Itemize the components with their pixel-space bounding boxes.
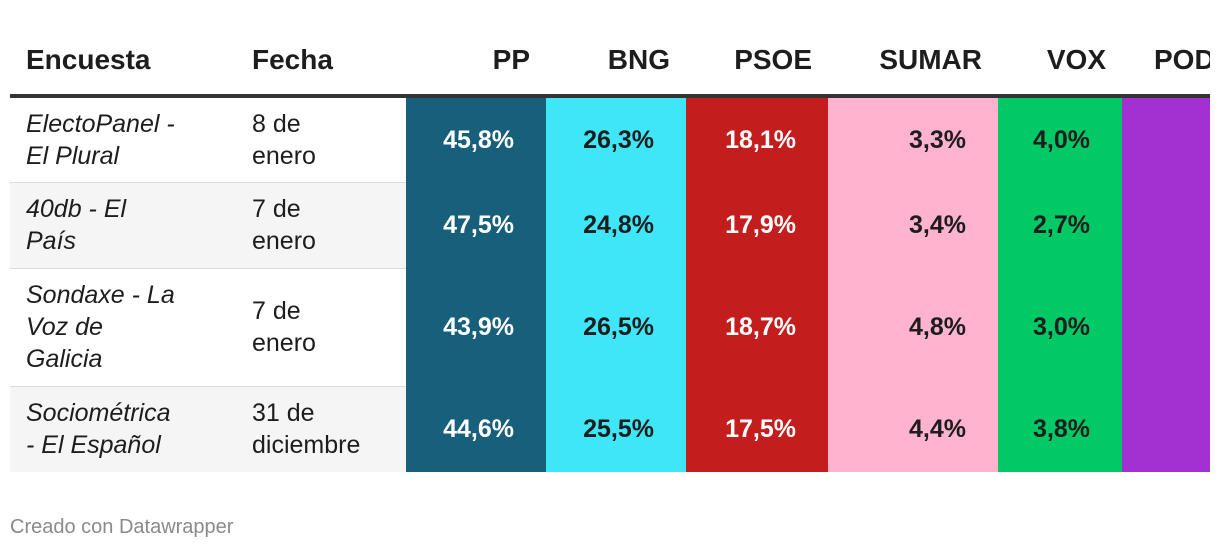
poll-table-wrapper: Encuesta Fecha PP BNG PSOE SUMAR VOX POD…	[10, 26, 1210, 472]
fecha-line: enero	[252, 329, 316, 357]
cell-psoe: 18,1%	[686, 96, 828, 182]
cell-psoe: 17,9%	[686, 182, 828, 268]
header-pod[interactable]: POD	[1122, 26, 1210, 98]
cell-sumar: 4,4%	[828, 386, 998, 472]
cell-sumar: 4,8%	[828, 268, 998, 386]
header-sumar[interactable]: SUMAR	[828, 26, 998, 98]
footer-credit: Creado con Datawrapper	[10, 516, 234, 538]
encuesta-line: Sociométrica	[26, 399, 171, 428]
cell-fecha: 31 de diciembre	[236, 386, 406, 472]
encuesta-line: 40db - El	[26, 195, 127, 223]
encuesta-line: - El Español	[26, 431, 161, 460]
encuesta-line: Sondaxe - La	[26, 281, 175, 309]
cell-pp: 43,9%	[406, 268, 546, 386]
cell-fecha: 8 de enero	[236, 96, 406, 183]
fecha-line: 8 de	[252, 109, 301, 138]
fecha-line: 7 de	[252, 195, 301, 223]
cell-pp: 44,6%	[406, 386, 546, 472]
cell-fecha: 7 de enero	[236, 182, 406, 269]
cell-bng: 24,8%	[546, 182, 686, 268]
header-encuesta[interactable]: Encuesta	[10, 26, 236, 98]
cell-fecha: 7 de enero	[236, 268, 406, 387]
cell-vox: 4,0%	[998, 96, 1122, 182]
cell-psoe: 18,7%	[686, 268, 828, 386]
cell-bng: 25,5%	[546, 386, 686, 472]
cell-vox: 3,8%	[998, 386, 1122, 472]
cell-encuesta: Sociométrica - El Español	[10, 386, 236, 472]
table-row: ElectoPanel - El Plural 8 de enero 45,8% 26,3…	[10, 96, 1210, 183]
table-row: Sociométrica - El Español 31 de diciembre 44…	[10, 386, 1210, 472]
cell-bng: 26,5%	[546, 268, 686, 386]
header-bng[interactable]: BNG	[546, 26, 686, 98]
fecha-line: diciembre	[252, 431, 361, 460]
cell-pod	[1122, 268, 1210, 386]
cell-bng: 26,3%	[546, 96, 686, 182]
cell-psoe: 17,5%	[686, 386, 828, 472]
table-row: 40db - El País 7 de enero 47,5% 24,8% 17,9% 3,4…	[10, 182, 1210, 269]
header-vox[interactable]: VOX	[998, 26, 1122, 98]
cell-sumar: 3,3%	[828, 96, 998, 182]
cell-sumar: 3,4%	[828, 182, 998, 268]
fecha-line: enero	[252, 227, 316, 255]
encuesta-line: ElectoPanel -	[26, 109, 175, 138]
header-psoe[interactable]: PSOE	[686, 26, 828, 98]
encuesta-line: Galicia	[26, 345, 103, 373]
encuesta-line: País	[26, 227, 77, 255]
header-pp[interactable]: PP	[406, 26, 546, 98]
fecha-line: enero	[252, 141, 316, 170]
header-row: Encuesta Fecha PP BNG PSOE SUMAR VOX POD	[10, 26, 1210, 98]
encuesta-line: Voz de	[26, 313, 103, 341]
cell-pp: 45,8%	[406, 96, 546, 182]
poll-table: Encuesta Fecha PP BNG PSOE SUMAR VOX POD…	[10, 26, 1210, 472]
fecha-line: 31 de	[252, 399, 315, 428]
cell-encuesta: ElectoPanel - El Plural	[10, 96, 236, 183]
cell-vox: 2,7%	[998, 182, 1122, 268]
header-fecha[interactable]: Fecha	[236, 26, 406, 98]
cell-pod	[1122, 386, 1210, 472]
cell-vox: 3,0%	[998, 268, 1122, 386]
cell-encuesta: Sondaxe - La Voz de Galicia	[10, 268, 236, 387]
table-body: ElectoPanel - El Plural 8 de enero 45,8% 26,3…	[10, 96, 1210, 472]
table-row: Sondaxe - La Voz de Galicia 7 de enero 43,9% 2…	[10, 268, 1210, 387]
fecha-line: 7 de	[252, 297, 301, 325]
cell-encuesta: 40db - El País	[10, 182, 236, 269]
cell-pod	[1122, 182, 1210, 268]
cell-pp: 47,5%	[406, 182, 546, 268]
cell-pod	[1122, 96, 1210, 182]
encuesta-line: El Plural	[26, 141, 120, 170]
